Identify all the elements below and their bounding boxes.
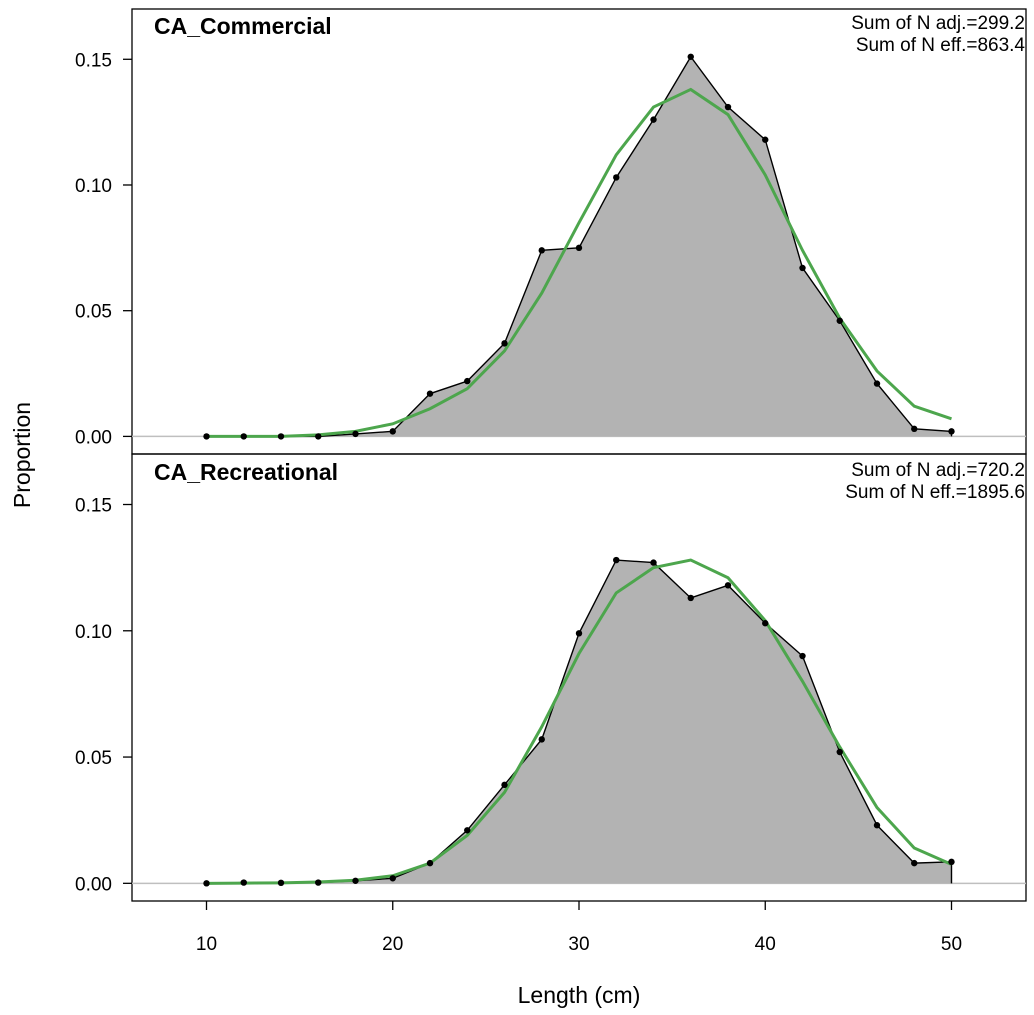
y-axis: 0.00 0.05 0.10 0.15 — [75, 496, 132, 895]
y-tick-label: 0.05 — [75, 748, 112, 769]
x-tick-label: 20 — [382, 934, 403, 955]
observed-point — [315, 879, 322, 886]
observed-point — [836, 317, 843, 324]
observed-point — [687, 594, 694, 602]
observed-point — [240, 879, 247, 886]
observed-point — [762, 136, 769, 143]
observed-point — [352, 877, 359, 884]
x-axis: 10 20 30 40 50 — [196, 901, 962, 955]
observed-area — [206, 56, 952, 437]
observed-point — [575, 244, 583, 252]
x-tick-label: 10 — [196, 934, 217, 955]
observed-point — [464, 377, 471, 385]
observed-point — [724, 103, 732, 111]
observed-point — [389, 428, 396, 435]
observed-point — [911, 859, 918, 867]
sum-n-eff-annotation: Sum of N eff.=1895.6 — [845, 482, 1025, 503]
observed-point — [948, 858, 955, 866]
observed-points — [203, 556, 955, 887]
observed-point — [464, 827, 471, 834]
y-tick-label: 0.10 — [75, 622, 112, 643]
observed-point — [873, 822, 881, 829]
y-tick-label: 0.00 — [75, 874, 112, 895]
observed-point — [762, 620, 769, 627]
observed-point — [501, 781, 508, 789]
observed-point — [352, 430, 359, 438]
sum-n-adj-annotation: Sum of N adj.=299.2 — [851, 13, 1025, 34]
y-tick-label: 0.00 — [75, 427, 112, 448]
observed-point — [426, 859, 434, 867]
sum-n-eff-annotation: Sum of N eff.=863.4 — [856, 35, 1026, 56]
x-tick-label: 50 — [941, 934, 962, 955]
observed-point — [836, 748, 843, 756]
y-tick-label: 0.10 — [75, 176, 112, 197]
observed-point — [538, 247, 545, 254]
expected-line — [206, 87, 952, 438]
x-tick-label: 40 — [755, 934, 776, 955]
observed-point — [575, 630, 583, 637]
observed-point — [650, 116, 657, 123]
y-tick-label: 0.15 — [75, 50, 112, 71]
observed-point — [948, 428, 955, 435]
y-axis: 0.00 0.05 0.10 0.15 — [75, 50, 132, 448]
observed-point — [687, 53, 694, 60]
panel-ca-commercial: 0.00 0.05 0.10 0.15 CA_Commercial Sum of N … — [75, 8, 1027, 455]
observed-point — [724, 582, 732, 589]
sum-n-adj-annotation: Sum of N adj.=720.2 — [851, 460, 1025, 481]
y-axis-label: Proportion — [9, 402, 35, 508]
observed-point — [203, 880, 210, 887]
observed-point — [501, 340, 508, 347]
observed-point — [538, 736, 545, 743]
observed-point — [389, 875, 396, 882]
observed-point — [203, 433, 210, 440]
observed-point — [650, 559, 657, 566]
observed-point — [613, 174, 620, 181]
observed-point — [277, 879, 285, 887]
observed-point — [613, 556, 620, 564]
x-axis-label: Length (cm) — [518, 982, 641, 1008]
observed-point — [873, 380, 881, 387]
observed-point — [277, 433, 285, 440]
panel-ca-recreational: 0.00 0.05 0.10 0.15 CA_Recreational Sum of … — [75, 453, 1027, 902]
observed-line — [206, 55, 953, 438]
observed-point — [799, 652, 806, 660]
observed-points — [203, 53, 955, 440]
panel-title: CA_Commercial — [154, 13, 332, 39]
panel-title: CA_Recreational — [154, 459, 338, 485]
y-tick-label: 0.05 — [75, 302, 112, 323]
observed-point — [799, 264, 806, 272]
x-tick-label: 30 — [568, 934, 589, 955]
observed-point — [315, 433, 322, 440]
observed-point — [426, 390, 434, 397]
expected-line — [206, 558, 953, 885]
y-tick-label: 0.15 — [75, 496, 112, 517]
observed-point — [240, 433, 247, 440]
observed-area — [206, 560, 952, 884]
observed-point — [911, 425, 918, 433]
